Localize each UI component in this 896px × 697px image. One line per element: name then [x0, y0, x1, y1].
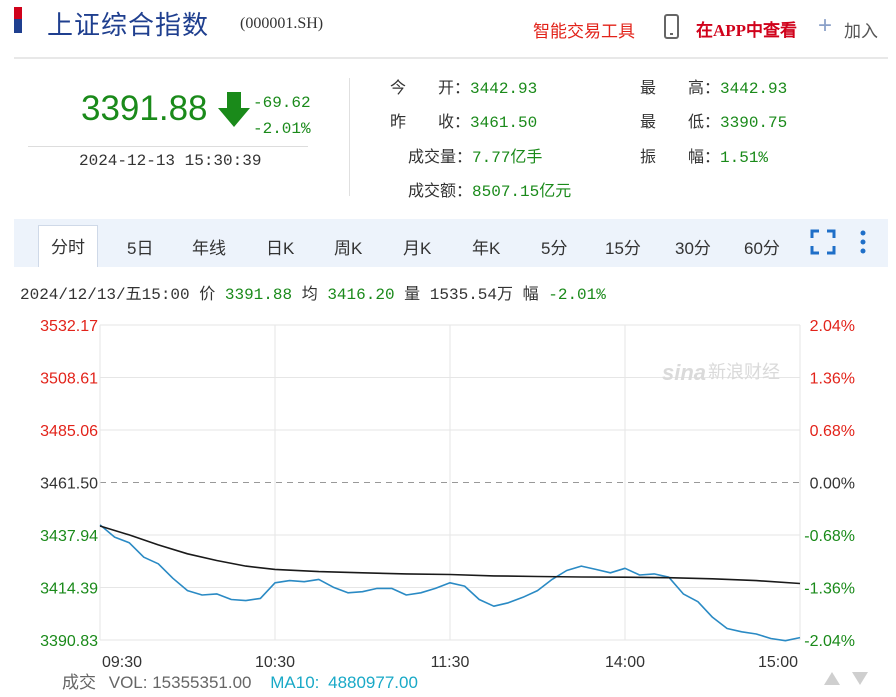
y-tick-label-right: -0.68%	[804, 528, 855, 545]
info-price: 3391.88	[224, 286, 293, 304]
tab-weekly-k[interactable]: 周K	[334, 239, 363, 258]
info-date: 2024/12/13/五15:00	[20, 286, 190, 304]
price-change-pct: -2.01%	[253, 120, 311, 138]
y-tick-label-left: 3532.17	[40, 318, 98, 335]
fullscreen-icon[interactable]	[810, 229, 836, 255]
info-avg-label: 均	[301, 286, 318, 304]
x-tick-label: 15:00	[758, 654, 798, 668]
average-line	[99, 525, 801, 585]
watermark-logo: sina	[662, 360, 706, 385]
stat-value: 8507.15亿元	[472, 183, 572, 201]
x-tick-label: 09:30	[102, 654, 142, 668]
tab-monthly-k[interactable]: 月K	[403, 239, 432, 258]
view-in-app-link[interactable]: 在APP中查看	[696, 21, 798, 40]
stat-value: 3442.93	[470, 80, 538, 98]
price-change-block: -69.62 -2.01%	[253, 90, 311, 142]
phone-icon[interactable]	[664, 14, 679, 39]
stat-label: 最 高：	[640, 80, 721, 97]
stat-label: 成交量：	[408, 149, 473, 166]
stat-value: 1.51%	[720, 149, 769, 167]
header-divider	[14, 57, 888, 59]
stock-code: (000001.SH)	[240, 15, 324, 32]
quote-divider	[28, 146, 308, 147]
info-vol: 1535.54万	[429, 286, 513, 304]
stat-label: 最 低：	[640, 114, 721, 131]
crosshair-info: 2024/12/13/五15:00 价 3391.88 均 3416.20 量 …	[20, 280, 606, 304]
y-tick-label-left: 3437.94	[40, 528, 98, 545]
stat-label: 今 开：	[390, 80, 471, 97]
tab-60min[interactable]: 60分	[744, 239, 780, 258]
stat-open: 今 开：3442.93	[390, 74, 537, 98]
price-line	[99, 524, 801, 642]
info-amp-label: 幅	[522, 286, 539, 304]
quote-separator	[349, 78, 350, 196]
scroll-up-icon[interactable]	[824, 672, 840, 685]
smart-trading-tools-link[interactable]: 智能交易工具	[533, 22, 635, 41]
quote-timestamp: 2024-12-13 15:30:39	[79, 152, 262, 170]
y-tick-label-right: 2.04%	[810, 318, 855, 335]
stat-value: 3390.75	[720, 114, 788, 132]
more-options-icon[interactable]	[859, 229, 867, 255]
volume-label: 成交	[62, 673, 96, 692]
y-tick-label-right: -2.04%	[804, 633, 855, 650]
stat-high: 最 高：3442.93	[640, 74, 787, 98]
tab-5min[interactable]: 5分	[541, 239, 568, 258]
tab-daily-k[interactable]: 日K	[266, 239, 295, 258]
page-title: 上证综合指数	[47, 10, 210, 40]
stat-value: 3442.93	[720, 80, 788, 98]
intraday-chart[interactable]: sina 新浪财经 3532.17 2.04% 3508.61 1.36% 3485.06…	[0, 300, 896, 668]
page-header: 上证综合指数 (000001.SH) 智能交易工具 在APP中查看 + 加入	[0, 0, 896, 52]
vol-key: VOL:	[108, 673, 148, 692]
stat-amplitude: 振 幅：1.51%	[640, 143, 768, 167]
stat-volume: 成交量：7.77亿手	[408, 143, 542, 167]
stat-label: 成交额：	[408, 183, 473, 200]
tab-5day[interactable]: 5日	[127, 239, 154, 258]
y-tick-label-right: 0.68%	[810, 423, 855, 440]
vol-value: 15355351.00	[152, 673, 252, 692]
period-tabs: 分时 5日 年线 日K 周K 月K 年K 5分 15分 30分 60分	[14, 219, 888, 267]
stat-label: 昨 收：	[390, 114, 471, 131]
logo-mark	[14, 7, 22, 33]
ma10-key: MA10:	[270, 673, 320, 692]
y-tick-label-right: 1.36%	[810, 371, 855, 388]
plus-icon[interactable]: +	[818, 12, 833, 39]
arrow-down-icon	[218, 92, 250, 127]
info-price-label: 价	[199, 286, 216, 304]
info-avg: 3416.20	[327, 286, 395, 304]
tab-yearline[interactable]: 年线	[192, 239, 226, 258]
tab-intraday[interactable]: 分时	[38, 225, 98, 267]
tab-15min[interactable]: 15分	[605, 239, 641, 258]
info-amp: -2.01%	[548, 286, 606, 304]
price-change: -69.62	[253, 94, 311, 112]
current-price: 3391.88	[81, 89, 208, 128]
stat-value: 7.77亿手	[472, 149, 543, 167]
x-tick-label: 10:30	[255, 654, 295, 668]
stat-prev-close: 昨 收：3461.50	[390, 108, 537, 132]
logo-mark-accent	[14, 7, 22, 19]
stat-turnover: 成交额：8507.15亿元	[408, 177, 571, 201]
scroll-down-icon[interactable]	[852, 672, 868, 685]
stat-value: 3461.50	[470, 114, 538, 132]
stat-low: 最 低：3390.75	[640, 108, 787, 132]
y-tick-label-left: 3461.50	[40, 476, 98, 493]
y-tick-label-left: 3414.39	[40, 581, 98, 598]
add-watchlist-button[interactable]: 加入	[844, 22, 878, 41]
info-vol-label: 量	[404, 286, 421, 304]
tab-yearly-k[interactable]: 年K	[472, 239, 501, 258]
watermark-text: 新浪财经	[708, 362, 780, 383]
y-tick-label-left: 3485.06	[40, 423, 98, 440]
y-tick-label-right: -1.36%	[804, 581, 855, 598]
ma10-value: 4880977.00	[328, 673, 418, 692]
tab-30min[interactable]: 30分	[675, 239, 711, 258]
y-tick-label-right: 0.00%	[810, 476, 855, 493]
y-tick-label-left: 3508.61	[40, 371, 98, 388]
stat-label: 振 幅：	[640, 149, 721, 166]
y-tick-label-left: 3390.83	[40, 633, 98, 650]
x-tick-label: 14:00	[605, 654, 645, 668]
volume-legend: 成交 VOL: 15355351.00 MA10: 4880977.00	[62, 668, 418, 693]
x-tick-label: 11:30	[431, 654, 470, 668]
